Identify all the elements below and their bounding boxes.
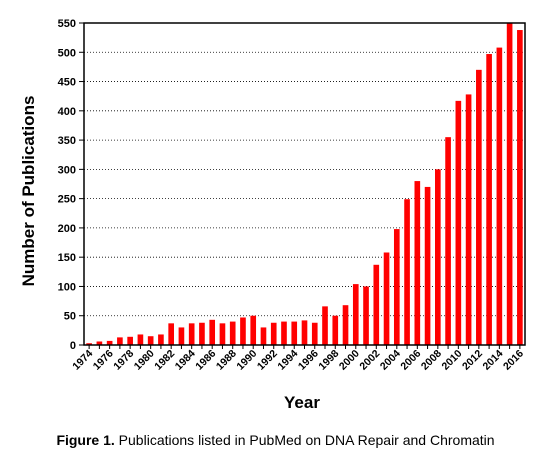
x-tick-label: 1978 xyxy=(111,348,136,373)
y-tick-label: 300 xyxy=(58,164,76,176)
y-axis-ticks: 0 50 100 150 200 250 300 350 400 450 500 550 xyxy=(58,18,84,352)
bar-1994 xyxy=(291,321,298,345)
bar-2008 xyxy=(435,169,441,345)
bars xyxy=(86,23,523,346)
bar-2014 xyxy=(496,47,503,346)
bar-1978 xyxy=(127,336,133,345)
x-tick-label: 2012 xyxy=(460,348,485,373)
x-tick-label: 2014 xyxy=(480,348,505,373)
caption-text: Publications listed in PubMed on DNA Rep… xyxy=(114,432,495,448)
x-tick-label: 1992 xyxy=(255,348,280,373)
x-tick-label: 1994 xyxy=(275,348,300,373)
y-tick-label: 100 xyxy=(58,281,76,293)
bar-2005 xyxy=(404,199,410,345)
bar-1997 xyxy=(322,306,328,345)
bar-2007 xyxy=(424,186,431,345)
bar-2011 xyxy=(465,94,472,346)
x-tick-label: 1988 xyxy=(214,348,239,373)
x-tick-label: 2010 xyxy=(439,348,464,373)
bar-1991 xyxy=(260,327,267,345)
y-tick-label: 200 xyxy=(58,223,76,235)
bar-2010 xyxy=(455,100,462,346)
bar-1983 xyxy=(178,327,185,345)
caption-label: Figure 1. xyxy=(56,432,115,448)
x-tick-label: 2000 xyxy=(337,348,362,373)
y-tick-label: 250 xyxy=(58,194,76,206)
figure-caption: Figure 1. Publications listed in PubMed … xyxy=(0,432,551,448)
x-tick-label: 1976 xyxy=(91,348,116,373)
bar-2001 xyxy=(363,286,369,345)
x-tick-label: 1986 xyxy=(193,348,218,373)
x-axis-ticks: 1974197619781980198219841986198819901992… xyxy=(70,345,526,373)
y-axis-label: Number of Publications xyxy=(19,96,38,287)
x-tick-label: 1996 xyxy=(296,348,321,373)
x-tick-label: 1990 xyxy=(234,348,259,373)
bar-2000 xyxy=(352,284,359,345)
bar-1998 xyxy=(332,315,339,345)
y-tick-label: 150 xyxy=(58,252,76,264)
y-tick-label: 400 xyxy=(58,106,76,118)
bar-1987 xyxy=(219,323,226,345)
bar-chart: 0 50 100 150 200 250 300 350 400 450 500 550 197419… xyxy=(19,18,526,412)
x-tick-label: 1998 xyxy=(316,348,341,373)
bar-1992 xyxy=(270,322,277,345)
bar-2002 xyxy=(373,264,380,345)
bar-1984 xyxy=(188,323,195,345)
bar-1989 xyxy=(240,317,246,345)
bar-2006 xyxy=(414,181,421,345)
bar-2016 xyxy=(517,30,523,346)
x-tick-label: 2006 xyxy=(398,348,423,373)
bar-1995 xyxy=(301,320,308,345)
x-tick-label: 2016 xyxy=(501,348,526,373)
bar-1975 xyxy=(96,341,103,345)
bar-2004 xyxy=(393,229,400,345)
bar-2015 xyxy=(506,23,513,345)
bar-1986 xyxy=(209,319,216,345)
y-tick-label: 550 xyxy=(58,18,76,30)
bar-1990 xyxy=(250,315,257,345)
x-tick-label: 1982 xyxy=(152,348,177,373)
bar-1985 xyxy=(199,322,205,345)
bar-2003 xyxy=(383,252,390,345)
bar-1999 xyxy=(342,305,349,345)
y-tick-label: 500 xyxy=(58,47,76,59)
bar-1993 xyxy=(281,321,287,345)
bar-1979 xyxy=(137,334,144,345)
y-tick-label: 50 xyxy=(64,311,76,323)
bar-2009 xyxy=(445,137,451,345)
bar-1981 xyxy=(158,334,164,345)
bar-1996 xyxy=(311,322,318,345)
bar-1974 xyxy=(86,343,92,345)
x-tick-label: 1984 xyxy=(173,348,198,373)
x-axis-label: Year xyxy=(284,393,320,412)
bar-2012 xyxy=(476,69,482,345)
bar-1976 xyxy=(106,340,113,345)
y-tick-label: 450 xyxy=(58,77,76,89)
bar-1988 xyxy=(229,321,236,345)
bar-2013 xyxy=(486,54,492,346)
bar-1982 xyxy=(168,323,174,345)
x-tick-label: 2004 xyxy=(378,348,403,373)
x-tick-label: 1980 xyxy=(132,348,157,373)
y-tick-label: 0 xyxy=(70,340,76,352)
y-tick-label: 350 xyxy=(58,135,76,147)
bar-1980 xyxy=(147,336,154,345)
x-tick-label: 2008 xyxy=(419,348,444,373)
x-tick-label: 2002 xyxy=(357,348,382,373)
bar-1977 xyxy=(117,337,123,345)
